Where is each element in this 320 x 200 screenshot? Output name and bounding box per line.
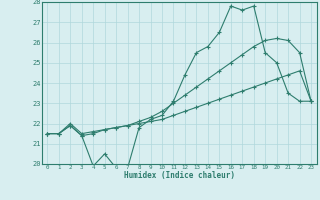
X-axis label: Humidex (Indice chaleur): Humidex (Indice chaleur): [124, 171, 235, 180]
